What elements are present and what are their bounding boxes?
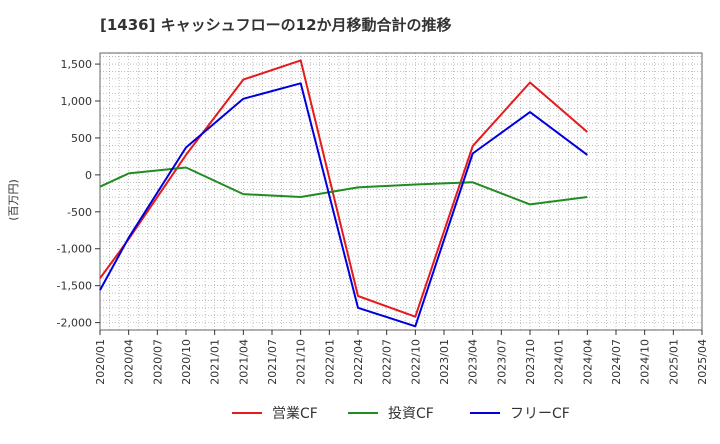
x-tick-label: 2021/10 [295, 339, 308, 385]
x-tick-label: 2024/07 [610, 339, 623, 385]
x-tick-label: 2025/04 [696, 339, 709, 385]
x-tick-label: 2023/04 [467, 339, 480, 385]
x-tick-label: 2020/07 [151, 339, 164, 385]
series-line-0 [99, 59, 588, 318]
x-tick-label: 2022/01 [323, 339, 336, 385]
y-tick-label: 0 [85, 169, 92, 182]
y-tick-label: -1,500 [57, 280, 92, 293]
y-tick-label: 500 [71, 132, 92, 145]
y-tick-label: -500 [67, 206, 92, 219]
x-tick-label: 2022/07 [381, 339, 394, 385]
legend-label-0: 営業CF [272, 406, 318, 422]
x-tick-label: 2021/01 [209, 339, 222, 385]
x-tick-label: 2024/10 [639, 339, 652, 385]
x-tick-label: 2024/04 [581, 339, 594, 385]
x-tick-label: 2020/01 [94, 339, 107, 385]
x-tick-label: 2024/01 [553, 339, 566, 385]
x-tick-label: 2020/04 [123, 339, 136, 385]
x-tick-label: 2022/10 [409, 339, 422, 385]
x-tick-label: 2023/10 [524, 339, 537, 385]
x-tick-label: 2021/07 [266, 339, 279, 385]
x-tick-label: 2025/01 [667, 339, 680, 385]
x-tick-label: 2021/04 [237, 339, 250, 385]
grid [99, 53, 703, 331]
legend-label-2: フリーCF [510, 406, 570, 422]
x-tick-label: 2023/07 [495, 339, 508, 385]
y-tick-label: -2,000 [57, 317, 92, 330]
x-tick-label: 2022/04 [352, 339, 365, 385]
y-tick-label: 1,000 [61, 95, 93, 108]
plot-frame [99, 52, 703, 331]
x-tick-label: 2020/10 [180, 339, 193, 385]
legend-label-1: 投資CF [388, 406, 434, 422]
chart-title: [1436] キャッシュフローの12か月移動合計の推移 [100, 16, 452, 34]
y-axis-label: (百万円) [7, 179, 20, 221]
x-tick-label: 2023/01 [438, 339, 451, 385]
y-tick-label: 1,500 [61, 58, 93, 71]
series-line-2 [99, 82, 588, 328]
y-tick-label: -1,000 [57, 243, 92, 256]
series-lines [99, 59, 588, 328]
legend: 営業CF 投資CF フリーCF [232, 406, 570, 422]
axes: -2,000 -1,500 -1,000 -500 0 500 1,000 1,500 2020… [57, 52, 709, 385]
